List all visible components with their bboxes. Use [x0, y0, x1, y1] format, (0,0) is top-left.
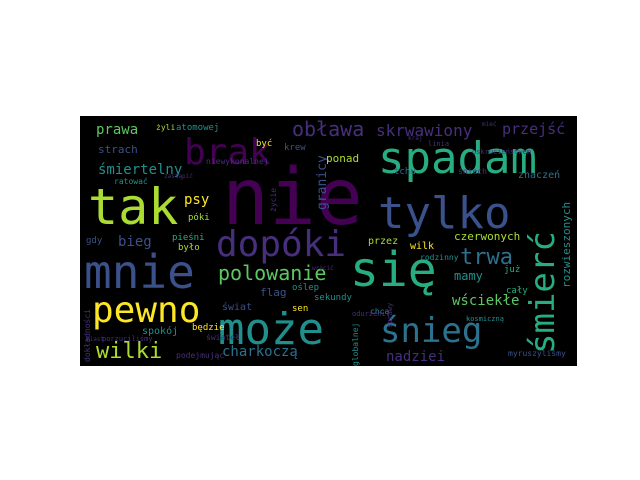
word-caly: cały	[506, 286, 528, 296]
word-rodzinny: rodzinny	[420, 253, 459, 262]
word-oskrucienstwem: oskrucieństwem	[472, 148, 531, 156]
word-wilk: wilk	[410, 241, 434, 252]
word-byc: być	[256, 138, 272, 149]
word-tchu: tchu	[394, 167, 416, 177]
word-porzucilismy: porzuciliśmy	[102, 335, 153, 343]
word-skrwawiony: skrwawiony	[376, 121, 473, 140]
word-nadziei: nadziei	[386, 349, 445, 365]
word-swiatel: świateł	[206, 332, 240, 342]
word-mamy: mamy	[454, 269, 483, 283]
word-bedzie: będzie	[192, 323, 225, 333]
word-bylo: było	[178, 243, 200, 253]
word-polowanie: polowanie	[218, 261, 326, 285]
word-zastapic: zastąpić	[164, 173, 193, 180]
word-sie: się	[350, 242, 437, 298]
word-dopoki: dopóki	[216, 224, 346, 265]
word-znaczen: znaczeń	[518, 169, 560, 181]
word-kraj: kraj	[408, 135, 422, 142]
word-tak: tak	[88, 178, 178, 236]
word-wsciekle: wściekłe	[452, 293, 519, 309]
word-cloud: nie spadam tylko tak mnie się może dopók…	[80, 116, 577, 366]
word-brak: brak	[184, 132, 271, 173]
word-psy: psy	[184, 192, 209, 208]
word-pewno: pewno	[92, 290, 200, 331]
word-smiertelny: śmiertelny	[98, 162, 182, 178]
word-czerwonych: czerwonych	[454, 230, 520, 243]
word-wilki: wilki	[96, 339, 162, 364]
word-odurzeni: odurzeni	[352, 310, 386, 318]
word-wrocic: wrócić	[312, 265, 334, 272]
word-sen: sen	[292, 304, 308, 314]
word-ponad: ponad	[326, 152, 359, 165]
word-krew: krew	[284, 143, 306, 153]
word-przez: przez	[368, 236, 398, 247]
word-sekundy: sekundy	[314, 293, 353, 303]
word-nie: nie	[222, 153, 363, 243]
word-strach: strach	[98, 143, 138, 156]
word-dokladnosci: dokładności	[82, 309, 92, 362]
word-oblawa: obława	[292, 117, 364, 141]
word-piesni: pieśni	[172, 232, 205, 243]
word-prawa: prawa	[96, 122, 138, 138]
word-rozwieszonych: rozwieszonych	[560, 202, 573, 288]
word-granicy: granicy	[315, 155, 330, 210]
word-spokoj: spokój	[142, 325, 178, 337]
word-myruszylismy: myruszyliśmy	[508, 348, 566, 358]
word-sprawy: sprawy	[386, 303, 394, 328]
word-swiat: świat	[222, 301, 252, 313]
word-spadam: spadam	[378, 133, 537, 184]
word-niewykonalnej: niewykonalnej	[206, 157, 269, 166]
word-juz: już	[504, 265, 520, 275]
word-atomowej: atomowej	[176, 123, 219, 133]
word-tylko: tylko	[378, 188, 510, 239]
word-linia: linia	[428, 140, 449, 148]
word-snieg: śnieg	[380, 311, 482, 351]
word-bieg: bieg	[118, 234, 152, 250]
word-charkocza: charkoczą	[222, 344, 298, 360]
word-chca: chcą	[370, 307, 389, 316]
word-miast: miast	[86, 336, 104, 343]
word-trwa: trwa	[460, 245, 513, 270]
word-zycie: życie	[269, 188, 278, 212]
word-globalnej: globalnej	[351, 323, 360, 366]
word-podejmujac: podejmując	[176, 351, 224, 360]
word-oslep: oślep	[292, 282, 319, 293]
word-mnie: mnie	[84, 245, 195, 299]
word-poki: póki	[188, 212, 210, 223]
word-miec: mieć	[482, 121, 497, 128]
word-kosmiczna: kosmiczną	[466, 315, 504, 323]
word-flag: flag	[260, 286, 287, 299]
word-ratowac: ratować	[114, 176, 148, 186]
word-sniech: śniech	[458, 166, 487, 176]
word-zyli: żyli	[156, 123, 175, 132]
word-przejsc: przejść	[502, 120, 565, 138]
word-smierc: śmierć	[523, 231, 563, 354]
word-cloud-background	[80, 116, 577, 366]
word-gdy: gdy	[86, 236, 103, 246]
word-cloud-canvas: nie spadam tylko tak mnie się może dopók…	[80, 116, 577, 366]
word-moze: może	[218, 304, 324, 355]
